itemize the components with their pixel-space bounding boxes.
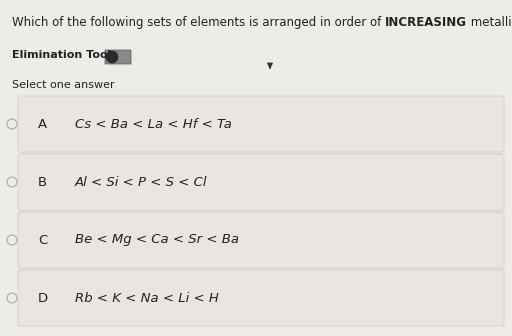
FancyBboxPatch shape [18, 96, 504, 152]
Text: A: A [38, 118, 47, 130]
Text: metallic radii?: metallic radii? [467, 16, 512, 29]
FancyBboxPatch shape [105, 50, 131, 64]
Text: Cs < Ba < La < Hf < Ta: Cs < Ba < La < Hf < Ta [75, 118, 232, 130]
Text: Elimination Tool: Elimination Tool [12, 50, 112, 60]
Text: INCREASING: INCREASING [385, 16, 467, 29]
Circle shape [106, 51, 118, 63]
Text: Rb < K < Na < Li < H: Rb < K < Na < Li < H [75, 292, 219, 304]
Text: D: D [38, 292, 48, 304]
Text: Be < Mg < Ca < Sr < Ba: Be < Mg < Ca < Sr < Ba [75, 234, 239, 247]
Text: Al < Si < P < S < Cl: Al < Si < P < S < Cl [75, 175, 207, 188]
Text: Which of the following sets of elements is arranged in order of: Which of the following sets of elements … [12, 16, 385, 29]
Text: B: B [38, 175, 47, 188]
FancyBboxPatch shape [18, 154, 504, 210]
Text: Select one answer: Select one answer [12, 80, 115, 90]
FancyBboxPatch shape [18, 270, 504, 326]
Text: C: C [38, 234, 47, 247]
FancyBboxPatch shape [18, 212, 504, 268]
